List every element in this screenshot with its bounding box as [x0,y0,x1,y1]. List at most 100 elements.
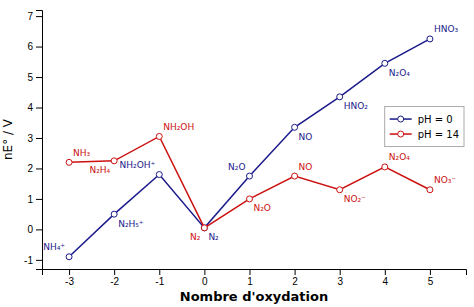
y-tick-label: 3 [27,133,33,144]
series-point [201,225,207,231]
point-label: N₂H₅⁺ [118,219,144,229]
y-tick-mark [36,199,42,200]
x-axis-title: Nombre d'oxydation [180,289,328,304]
y-tick-label: 4 [27,102,33,113]
x-tick-label: 2 [292,276,298,287]
legend-label: pH = 0 [418,114,453,125]
x-tick-mark [295,269,296,275]
series-point [337,94,343,100]
point-label: NH₄⁺ [43,242,65,252]
y-tick-mark [36,260,42,261]
point-label: NO [299,162,313,172]
point-label: HNO₂ [344,101,369,111]
y-tick: 4 [27,102,42,113]
y-tick-mark [36,77,42,78]
series-point [66,254,72,260]
y-tick: 1 [27,194,42,205]
x-tick: 2 [292,269,298,287]
y-tick-label: 0 [27,224,33,235]
x-tick-label: 1 [247,276,253,287]
y-tick-label: -1 [24,255,33,266]
x-tick-label: 0 [202,276,208,287]
y-tick: -1 [24,255,42,266]
point-labels: NH₄⁺ N₂H₅⁺ NH₂OH⁺ N₂ N₂O NO HNO₂ N₂O₄ HNO₃ NH₃ N₂H… [43,24,458,252]
x-tick-label: 3 [337,276,343,287]
point-label: N₂O [228,162,245,172]
series-point [427,36,433,42]
y-axis: -1 0 1 2 3 4 5 6 7 [24,11,42,270]
series-point [246,173,252,179]
series-point [246,196,252,202]
point-label: NH₂OH [163,122,194,132]
series-point [382,60,388,66]
x-tick: -1 [155,269,164,287]
series-point [427,187,433,193]
y-tick: 3 [27,133,42,144]
y-tick-mark [36,229,42,230]
x-tick-mark [204,269,205,275]
x-tick: 3 [337,269,343,287]
y-tick: 2 [27,163,42,174]
legend-box [385,107,464,147]
series-point [66,159,72,165]
x-tick-mark [385,269,386,275]
point-label: N₂ [208,232,219,242]
x-tick: 5 [428,269,434,287]
marks [66,36,433,260]
y-tick-mark [36,108,42,109]
x-tick-label: -1 [155,276,164,287]
y-tick: 5 [27,72,42,83]
x-tick-mark [249,269,250,275]
x-tick-mark [69,269,70,275]
point-label: N₂ [190,232,201,242]
legend-item: pH = 14 [390,129,459,140]
y-tick: 7 [27,11,42,22]
x-tick-mark [430,269,431,275]
chart: -3-2-1012345-101234567pH = 0pH = 14NH₄⁺N… [0,0,474,307]
y-tick: 6 [27,41,42,52]
y-tick-label: 2 [27,163,33,174]
point-label: NO₂⁻ [344,194,366,204]
series-line [69,136,430,227]
series-point [292,173,298,179]
series-line [69,39,430,257]
y-axis-line [36,11,43,270]
x-tick: 1 [247,269,253,287]
point-label: NH₂OH⁺ [120,160,156,170]
x-tick-label: 4 [383,276,389,287]
plot: -3-2-1012345-101234567pH = 0pH = 14NH₄⁺N… [24,11,466,288]
legend-item: pH = 0 [390,114,453,125]
point-label: N₂O₄ [389,152,410,162]
x-tick: 4 [383,269,389,287]
point-label: N₂H₄ [89,165,110,175]
y-axis-title: nE° / V [1,118,15,160]
point-label: HNO₃ [434,24,459,34]
y-tick-mark [36,138,42,139]
y-tick-mark [36,16,42,17]
y-tick-mark [36,47,42,48]
y-tick: 0 [27,224,42,235]
series-point [292,124,298,130]
legend: pH = 0 pH = 14 [385,107,464,147]
x-axis-line [43,270,467,276]
x-tick: -2 [110,269,119,287]
series-point [111,211,117,217]
legend-marker [398,131,404,137]
x-tick-mark [340,269,341,275]
point-label: NH₃ [73,148,91,158]
x-tick: -3 [65,269,74,287]
x-axis: -3 -2 -1 0 1 2 3 4 5 [43,269,467,287]
series-point [111,158,117,164]
point-label: N₂O [253,203,270,213]
x-tick-label: -3 [65,276,74,287]
x-tick-mark [159,269,160,275]
series-point [337,187,343,193]
point-label: NO₃⁻ [434,175,456,185]
series-point [156,172,162,178]
y-tick-mark [36,168,42,169]
y-tick-label: 7 [27,11,33,22]
y-tick-label: 5 [27,72,33,83]
series-point [382,164,388,170]
x-tick: 0 [202,269,208,287]
series-point [201,225,207,231]
